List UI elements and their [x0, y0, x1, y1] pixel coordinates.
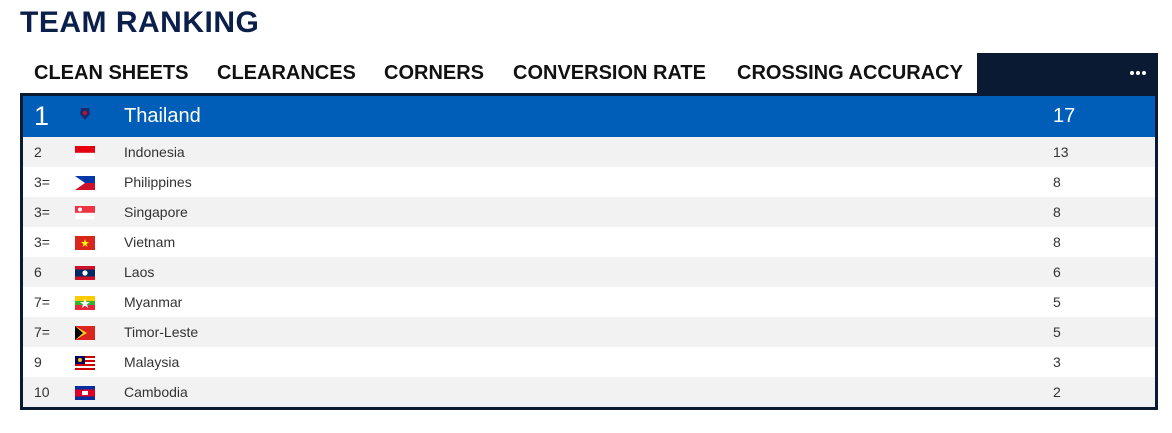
- flag-icon: [75, 386, 95, 400]
- rank-cell: 1: [34, 101, 50, 131]
- flag-icon: [75, 236, 95, 250]
- table-row: 2 Indonesia 13: [23, 137, 1155, 167]
- team-cell: Cambodia: [124, 384, 188, 400]
- table-row: 3= Philippines 8: [23, 167, 1155, 197]
- team-cell: Philippines: [124, 174, 192, 190]
- value-cell: 8: [1053, 234, 1061, 250]
- table-row: 3= Singapore 8: [23, 197, 1155, 227]
- tab[interactable]: CROSSING ACCURACY: [737, 62, 963, 84]
- value-cell: 13: [1053, 144, 1069, 160]
- rank-cell: 3=: [34, 174, 50, 190]
- flag-icon: [75, 206, 95, 220]
- value-cell: 17: [1053, 105, 1076, 127]
- rank-cell: 9: [34, 354, 42, 370]
- flag-icon: [75, 146, 95, 160]
- team-cell: Myanmar: [124, 294, 183, 310]
- page-title: TEAM RANKING: [20, 6, 260, 39]
- table-row: 10 Cambodia 2: [23, 377, 1155, 407]
- tab[interactable]: CLEARANCES: [217, 62, 356, 84]
- table-row: 6 Laos 6: [23, 257, 1155, 287]
- more-button[interactable]: [977, 53, 1158, 93]
- value-cell: 3: [1053, 354, 1061, 370]
- flag-icon: [75, 356, 95, 370]
- flag-icon: [75, 326, 95, 340]
- value-cell: 8: [1053, 204, 1061, 220]
- team-cell: Singapore: [124, 204, 188, 220]
- rank-cell: 10: [34, 384, 50, 400]
- table-row: 1 Thailand 17: [23, 96, 1155, 137]
- table-row: 7= Myanmar 5: [23, 287, 1155, 317]
- tab[interactable]: CORNERS: [384, 62, 485, 84]
- flag-icon: [80, 108, 90, 120]
- rank-cell: 2: [34, 144, 42, 160]
- value-cell: 6: [1053, 264, 1061, 280]
- rank-cell: 3=: [34, 204, 50, 220]
- more-icon: [1130, 71, 1146, 75]
- value-cell: 8: [1053, 174, 1061, 190]
- flag-icon: [75, 176, 95, 190]
- table-row: 3= Vietnam 8: [23, 227, 1155, 257]
- team-cell: Indonesia: [124, 144, 185, 160]
- tab[interactable]: CONVERSION RATE: [513, 62, 706, 84]
- team-cell: Thailand: [124, 105, 201, 127]
- flag-icon: [75, 296, 95, 310]
- team-cell: Vietnam: [124, 234, 176, 250]
- team-cell: Malaysia: [124, 354, 180, 370]
- rank-cell: 6: [34, 264, 42, 280]
- rank-cell: 7=: [34, 294, 50, 310]
- table-row: 7= Timor-Leste 5: [23, 317, 1155, 347]
- value-cell: 2: [1053, 384, 1061, 400]
- ranking-table: 1 Thailand 17 2 Indonesia 13 3= Philippines 8 3= S…: [20, 93, 1158, 410]
- team-cell: Timor-Leste: [124, 324, 199, 340]
- rank-cell: 3=: [34, 234, 50, 250]
- tab[interactable]: CLEAN SHEETS: [34, 62, 189, 84]
- value-cell: 5: [1053, 324, 1061, 340]
- tab-bar: CLEAN SHEETS CLEARANCES CORNERS CONVERSION …: [20, 53, 1158, 93]
- rank-cell: 7=: [34, 324, 50, 340]
- table-row: 9 Malaysia 3: [23, 347, 1155, 377]
- team-cell: Laos: [124, 264, 155, 280]
- value-cell: 5: [1053, 294, 1061, 310]
- flag-icon: [75, 266, 95, 280]
